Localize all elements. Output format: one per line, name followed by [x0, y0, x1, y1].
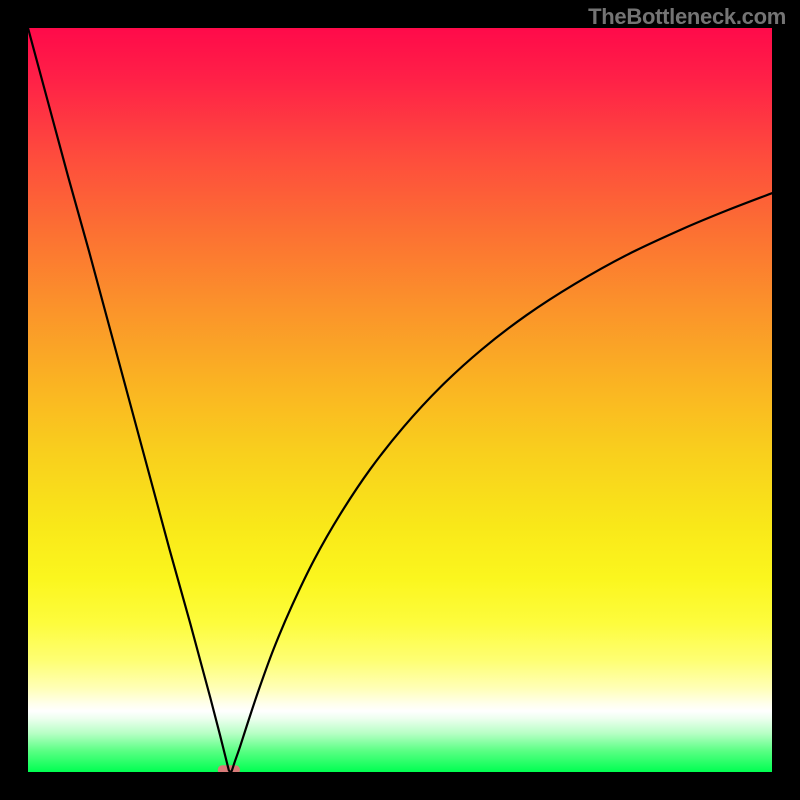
plot-area: [28, 28, 772, 772]
chart-frame: TheBottleneck.com: [0, 0, 800, 800]
gradient-background: [28, 28, 772, 772]
plot-svg: [28, 28, 772, 772]
watermark-text: TheBottleneck.com: [588, 4, 786, 30]
